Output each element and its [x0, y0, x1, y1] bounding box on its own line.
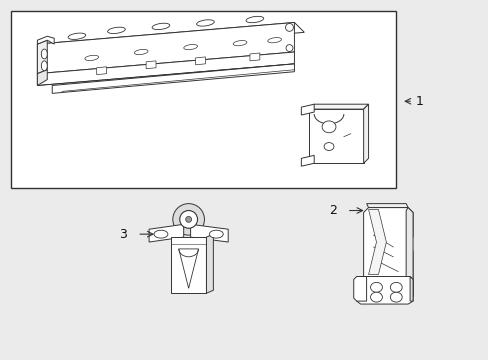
Polygon shape	[149, 224, 183, 242]
Ellipse shape	[233, 41, 246, 46]
Ellipse shape	[209, 230, 223, 238]
Ellipse shape	[285, 45, 292, 51]
Polygon shape	[37, 52, 294, 85]
Ellipse shape	[183, 45, 197, 50]
Ellipse shape	[85, 55, 99, 60]
Polygon shape	[52, 64, 294, 93]
Polygon shape	[363, 104, 368, 163]
Ellipse shape	[134, 49, 148, 55]
Polygon shape	[406, 208, 412, 301]
Circle shape	[180, 211, 197, 228]
Polygon shape	[363, 208, 412, 301]
Ellipse shape	[196, 20, 214, 26]
Ellipse shape	[152, 23, 169, 30]
Ellipse shape	[389, 282, 401, 292]
Polygon shape	[97, 67, 106, 75]
Ellipse shape	[324, 143, 333, 150]
Polygon shape	[146, 61, 156, 69]
Polygon shape	[170, 237, 206, 293]
Polygon shape	[37, 40, 47, 74]
Bar	[11, 11, 395, 188]
Circle shape	[172, 204, 204, 235]
Ellipse shape	[245, 16, 263, 23]
Ellipse shape	[68, 33, 85, 40]
Polygon shape	[190, 224, 228, 242]
Polygon shape	[37, 70, 47, 85]
Polygon shape	[356, 276, 412, 304]
Polygon shape	[206, 234, 213, 293]
Circle shape	[185, 216, 191, 222]
Ellipse shape	[322, 121, 335, 133]
Text: 3: 3	[119, 228, 127, 240]
Ellipse shape	[285, 23, 293, 31]
Ellipse shape	[154, 230, 167, 238]
Polygon shape	[366, 204, 407, 208]
Polygon shape	[179, 249, 198, 288]
Polygon shape	[301, 156, 314, 166]
Polygon shape	[195, 57, 205, 65]
Polygon shape	[409, 276, 412, 301]
Text: 2: 2	[328, 204, 336, 217]
Ellipse shape	[41, 61, 47, 71]
Polygon shape	[249, 53, 259, 61]
Polygon shape	[308, 104, 368, 109]
Ellipse shape	[107, 27, 125, 33]
Polygon shape	[368, 210, 386, 275]
Ellipse shape	[389, 292, 401, 302]
Polygon shape	[308, 109, 363, 163]
Polygon shape	[301, 104, 314, 115]
Polygon shape	[37, 36, 54, 44]
Ellipse shape	[370, 292, 382, 302]
Ellipse shape	[267, 37, 281, 43]
Polygon shape	[37, 22, 294, 74]
Ellipse shape	[41, 49, 47, 59]
Ellipse shape	[370, 282, 382, 292]
Text: 1: 1	[415, 95, 423, 108]
Polygon shape	[37, 22, 304, 54]
Polygon shape	[353, 276, 366, 301]
